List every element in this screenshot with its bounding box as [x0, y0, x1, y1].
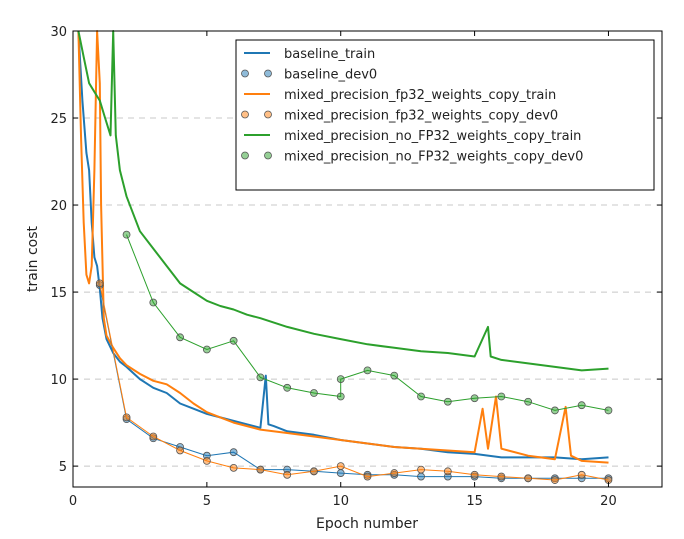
data-point-mixed_precision_fp32_weights_copy_dev0 — [149, 432, 158, 441]
data-point-mixed_precision_fp32_weights_copy_dev0 — [256, 465, 265, 474]
data-point-mixed_precision_no_FP32_weights_copy_dev0 — [256, 373, 265, 382]
data-point-mixed_precision_no_FP32_weights_copy_dev0 — [149, 298, 158, 307]
legend-label: baseline_train — [284, 47, 375, 62]
data-point-mixed_precision_fp32_weights_copy_dev0 — [524, 474, 533, 483]
data-point-mixed_precision_fp32_weights_copy_dev0 — [417, 465, 425, 474]
data-point-mixed_precision_fp32_weights_copy_dev0 — [443, 467, 452, 476]
data-point-mixed_precision_no_FP32_weights_copy_dev0 — [283, 383, 292, 392]
legend-marker-swatch — [264, 110, 272, 119]
y-tick-label: 5 — [59, 460, 67, 475]
data-point-mixed_precision_no_FP32_weights_copy_dev0 — [336, 392, 345, 401]
data-point-mixed_precision_fp32_weights_copy_dev0 — [551, 476, 559, 484]
x-axis-label: Epoch number — [316, 516, 418, 532]
data-point-mixed_precision_fp32_weights_copy_dev0 — [202, 456, 211, 465]
x-tick-label: 10 — [332, 494, 349, 509]
data-point-mixed_precision_no_FP32_weights_copy_dev0 — [497, 392, 506, 401]
data-point-mixed_precision_no_FP32_weights_copy_dev0 — [417, 392, 425, 401]
series-connector-mixed_precision_fp32_weights_copy_dev0 — [99, 283, 609, 481]
legend: baseline_train baseline_dev0 mixed_precisi… — [235, 39, 655, 191]
data-point-mixed_precision_no_FP32_weights_copy_dev0 — [390, 371, 399, 380]
legend-marker-swatch — [264, 151, 272, 160]
data-point-mixed_precision_fp32_weights_copy_dev0 — [577, 470, 586, 479]
y-tick-label: 15 — [50, 286, 67, 301]
data-point-mixed_precision_no_FP32_weights_copy_dev0 — [336, 375, 345, 383]
legend-marker-swatch — [264, 69, 272, 78]
data-point-mixed_precision_no_FP32_weights_copy_dev0 — [363, 366, 372, 375]
y-tick-label: 25 — [50, 112, 67, 127]
data-point-mixed_precision_fp32_weights_copy_dev0 — [122, 413, 131, 422]
data-point-mixed_precision_no_FP32_weights_copy_dev0 — [310, 389, 318, 397]
data-point-baseline_dev0 — [417, 472, 425, 481]
data-point-mixed_precision_fp32_weights_copy_dev0 — [229, 463, 238, 472]
legend-label: mixed_precision_no_FP32_weights_copy_dev… — [284, 150, 583, 165]
data-point-mixed_precision_fp32_weights_copy_dev0 — [390, 469, 399, 477]
y-tick-label: 30 — [50, 25, 67, 40]
data-point-mixed_precision_fp32_weights_copy_dev0 — [283, 470, 292, 479]
data-point-mixed_precision_fp32_weights_copy_dev0 — [470, 470, 479, 479]
data-point-mixed_precision_no_FP32_weights_copy_dev0 — [577, 401, 586, 410]
data-point-mixed_precision_fp32_weights_copy_dev0 — [95, 279, 104, 288]
data-point-mixed_precision_no_FP32_weights_copy_dev0 — [176, 333, 184, 342]
data-point-mixed_precision_fp32_weights_copy_dev0 — [310, 467, 318, 476]
series-layer — [77, 30, 613, 484]
plot-frame — [72, 30, 663, 488]
legend-label: mixed_precision_no_FP32_weights_copy_tra… — [284, 129, 581, 144]
legend-marker-swatch — [241, 151, 249, 160]
data-point-mixed_precision_no_FP32_weights_copy_dev0 — [604, 406, 613, 415]
x-tick-label: 0 — [69, 494, 77, 509]
y-axis-label: train cost — [25, 225, 41, 292]
data-point-mixed_precision_fp32_weights_copy_dev0 — [336, 462, 345, 471]
legend-label: mixed_precision_fp32_weights_copy_train — [284, 88, 556, 103]
x-tick-label: 15 — [466, 494, 483, 509]
y-tick-label: 20 — [50, 199, 67, 214]
data-point-mixed_precision_fp32_weights_copy_dev0 — [363, 472, 372, 481]
x-tick-label: 5 — [203, 494, 211, 509]
data-point-mixed_precision_no_FP32_weights_copy_dev0 — [202, 345, 211, 354]
data-point-mixed_precision_fp32_weights_copy_dev0 — [176, 446, 184, 455]
data-point-mixed_precision_no_FP32_weights_copy_dev0 — [229, 336, 238, 345]
series-line-mixed_precision_no_FP32_weights_copy_train — [77, 30, 609, 372]
legend-box — [235, 39, 655, 191]
data-point-baseline_dev0 — [229, 448, 238, 457]
data-point-baseline_dev0 — [336, 469, 345, 477]
data-point-mixed_precision_no_FP32_weights_copy_dev0 — [122, 230, 131, 239]
data-point-mixed_precision_no_FP32_weights_copy_dev0 — [470, 394, 479, 403]
data-point-mixed_precision_no_FP32_weights_copy_dev0 — [551, 406, 559, 415]
data-point-mixed_precision_no_FP32_weights_copy_dev0 — [524, 397, 533, 406]
legend-label: mixed_precision_fp32_weights_copy_dev0 — [284, 109, 558, 124]
legend-label: baseline_dev0 — [284, 68, 377, 83]
y-tick-label: 10 — [50, 373, 67, 388]
series-connector-mixed_precision_no_FP32_weights_copy_dev0 — [126, 234, 609, 411]
x-tick-label: 20 — [600, 494, 617, 509]
data-point-mixed_precision_no_FP32_weights_copy_dev0 — [443, 397, 452, 406]
ticks: 5 10 15 20 25 30 0 5 10 15 20 — [50, 25, 662, 509]
legend-marker-swatch — [241, 69, 249, 78]
legend-marker-swatch — [241, 110, 249, 119]
data-point-mixed_precision_fp32_weights_copy_dev0 — [497, 472, 506, 481]
